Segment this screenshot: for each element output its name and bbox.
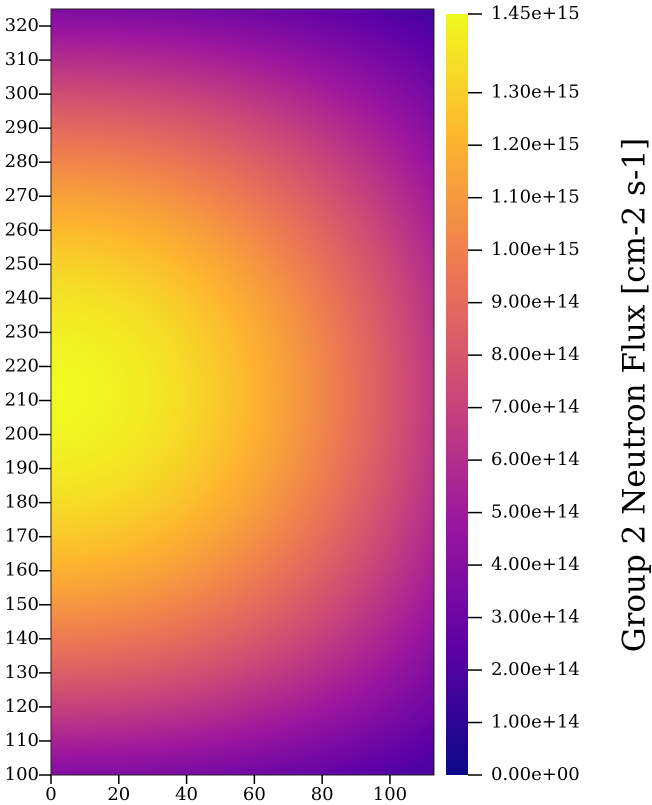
colorbar-tick-label: 1.20e+15 — [491, 134, 580, 155]
colorbar-tick-label: 7.00e+14 — [491, 397, 580, 418]
x-tick-label: 100 — [373, 784, 407, 805]
colorbar-ticks: 0.00e+00 1.00e+14 2.00e+14 3.00e+14 4.00e+14… — [468, 3, 580, 785]
colorbar-tick-label: 1.30e+15 — [491, 82, 580, 103]
heatmap-field — [51, 9, 434, 775]
y-tick-label: 100 — [5, 764, 39, 785]
y-tick-label: 110 — [5, 730, 39, 751]
colorbar-tick-label: 2.00e+14 — [491, 659, 580, 680]
y-tick-label: 140 — [5, 628, 39, 649]
colorbar-tick-label: 8.00e+14 — [491, 344, 580, 365]
x-tick-label: 80 — [311, 784, 334, 805]
x-tick-label: 20 — [107, 784, 130, 805]
colorbar-tick-label: 1.10e+15 — [491, 187, 580, 208]
y-tick-label: 290 — [5, 117, 39, 138]
y-tick-label: 250 — [5, 253, 39, 274]
x-tick-label: 0 — [45, 784, 56, 805]
y-tick-label: 120 — [5, 696, 39, 717]
y-tick-label: 220 — [5, 355, 39, 376]
y-tick-label: 180 — [5, 492, 39, 513]
colorbar-tick-label: 9.00e+14 — [491, 292, 580, 313]
y-tick-label: 160 — [5, 560, 39, 581]
x-tick-label: 60 — [243, 784, 266, 805]
colorbar-label: Group 2 Neutron Flux [cm-2 s-1] — [617, 138, 652, 653]
colorbar-tick-label: 0.00e+00 — [491, 764, 580, 785]
colorbar — [446, 14, 468, 775]
y-tick-label: 230 — [5, 321, 39, 342]
plot-frame — [50, 8, 435, 776]
y-tick-label: 210 — [5, 390, 39, 411]
y-tick-label: 200 — [5, 424, 39, 445]
colorbar-tick-label: 1.45e+15 — [491, 3, 580, 24]
colorbar-tick-label: 1.00e+14 — [491, 712, 580, 733]
y-tick-label: 130 — [5, 662, 39, 683]
y-tick-label: 280 — [5, 151, 39, 172]
colorbar-tick-label: 3.00e+14 — [491, 607, 580, 628]
colorbar-tick-label: 4.00e+14 — [491, 554, 580, 575]
y-tick-label: 300 — [5, 83, 39, 104]
y-tick-label: 240 — [5, 287, 39, 308]
y-tick-label: 310 — [5, 49, 39, 70]
y-tick-label: 270 — [5, 185, 39, 206]
colorbar-tick-label: 1.00e+15 — [491, 239, 580, 260]
y-tick-label: 150 — [5, 594, 39, 615]
x-tick-label: 40 — [175, 784, 198, 805]
y-tick-label: 190 — [5, 458, 39, 479]
x-axis: 0 20 40 60 80 100 — [45, 775, 407, 805]
colorbar-tick-label: 6.00e+14 — [491, 449, 580, 470]
y-tick-label: 320 — [5, 15, 39, 36]
colorbar-tick-label: 5.00e+14 — [491, 502, 580, 523]
y-tick-label: 170 — [5, 526, 39, 547]
y-axis: 100 110 120 130 140 150 160 170 180 190 200 210 220 2… — [5, 15, 51, 785]
y-tick-label: 260 — [5, 219, 39, 240]
